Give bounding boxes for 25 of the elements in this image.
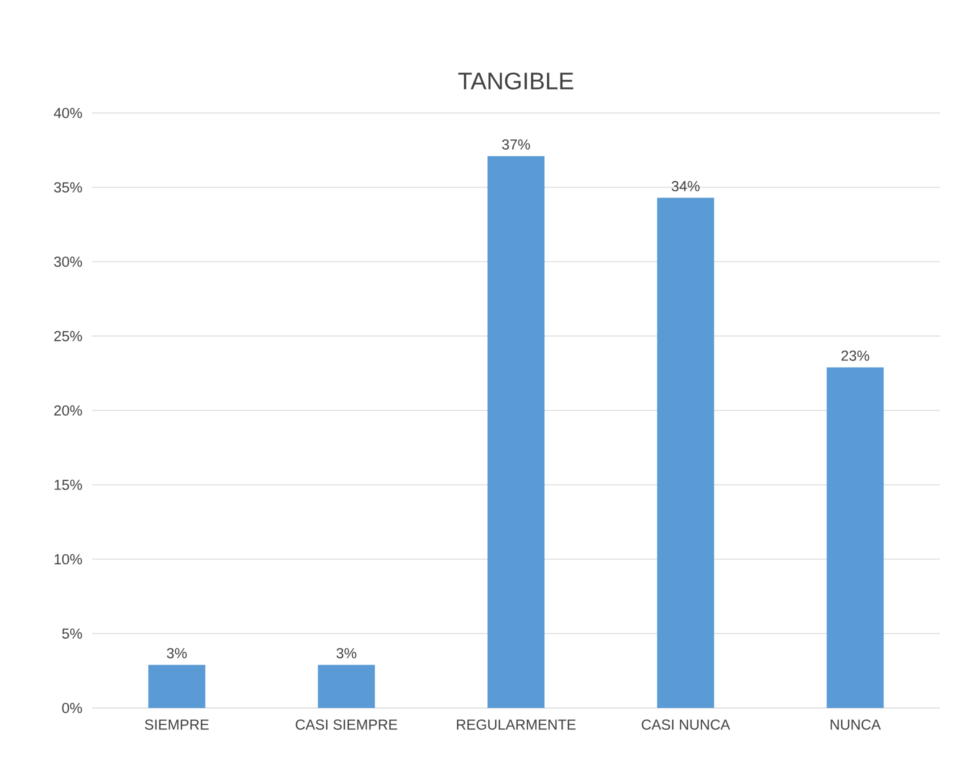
data-label: 23% xyxy=(841,350,870,361)
bar xyxy=(826,367,884,708)
y-tick-label: 15% xyxy=(54,480,82,490)
x-tick-label: CASI NUNCA xyxy=(642,720,730,730)
x-tick-label: SIEMPRE xyxy=(144,720,209,730)
y-tick-label: 0% xyxy=(62,702,82,714)
y-tick-label: 20% xyxy=(54,405,82,416)
x-tick-label: CASI SIEMPRE xyxy=(296,720,398,730)
bar xyxy=(318,664,375,708)
chart-title: TANGIBLE xyxy=(458,72,574,90)
x-tick-label: NUNCA xyxy=(830,720,881,730)
y-tick-label: 35% xyxy=(54,182,82,192)
data-label: 37% xyxy=(502,139,530,150)
data-label: 3% xyxy=(166,648,187,658)
data-label: 34% xyxy=(672,181,700,192)
bar xyxy=(657,198,714,708)
y-tick-label: 25% xyxy=(54,330,82,342)
y-tick-label: 10% xyxy=(54,554,82,564)
bar xyxy=(148,664,206,708)
y-tick-label: 5% xyxy=(62,628,82,639)
data-label: 3% xyxy=(336,648,356,658)
y-tick-label: 40% xyxy=(54,108,82,118)
bar xyxy=(488,156,545,708)
y-tick-label: 30% xyxy=(54,256,82,267)
x-tick-label: REGULARMENTE xyxy=(456,720,576,730)
